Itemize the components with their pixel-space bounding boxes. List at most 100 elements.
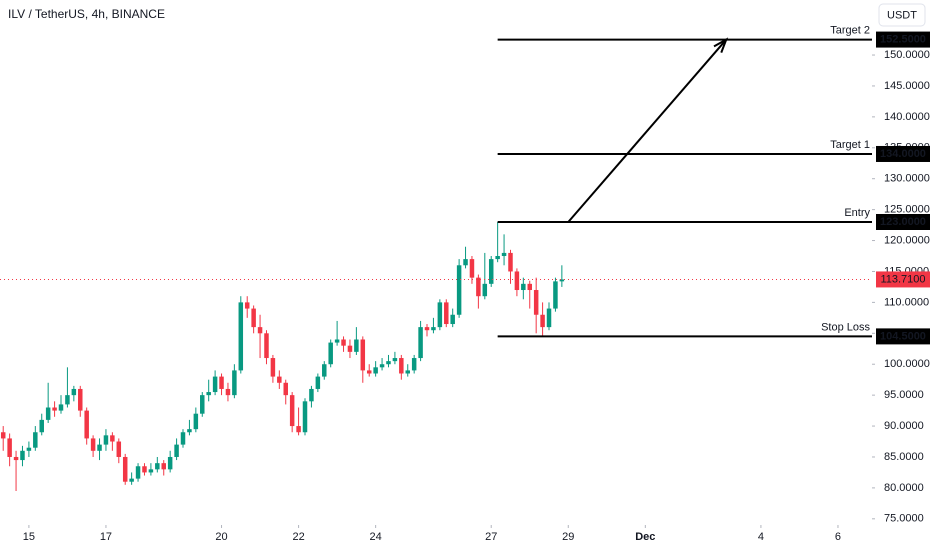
candle-body: [379, 364, 385, 368]
candle-body: [302, 401, 308, 433]
y-tick-label: 120.0000: [884, 234, 930, 246]
level-box: [876, 328, 930, 345]
candle-body: [0, 432, 6, 439]
candle-body: [373, 367, 378, 374]
x-tick-label: 22: [292, 531, 304, 543]
y-tick-label: 100.0000: [884, 358, 930, 370]
candle-body: [392, 358, 398, 362]
x-tick-label: 20: [215, 531, 227, 543]
candle-body: [495, 256, 500, 260]
candle-body: [540, 314, 545, 328]
candle-body: [450, 314, 455, 325]
candle-body: [45, 407, 51, 420]
candle-body: [103, 435, 109, 445]
candle-body: [270, 358, 276, 377]
candle-body: [469, 259, 475, 278]
level-box: [876, 145, 930, 162]
candle-body: [315, 376, 321, 389]
candle-body: [238, 302, 244, 371]
projection-arrow: [567, 38, 727, 223]
candle-body: [264, 333, 269, 359]
chart-title: ILV / TetherUS, 4h, BINANCE: [8, 7, 165, 21]
candle-body: [206, 392, 211, 396]
x-tick-label: 15: [23, 531, 35, 543]
x-tick-label: 27: [485, 531, 497, 543]
y-tick-label: 110.0000: [884, 296, 929, 308]
candle-body: [39, 419, 44, 433]
candle-body: [476, 277, 481, 297]
x-tick-label: Dec: [635, 531, 655, 543]
level-box: [876, 31, 930, 48]
x-tick-label: 29: [562, 531, 574, 543]
y-tick-label: 150.0000: [884, 49, 930, 61]
candle-body: [533, 290, 539, 315]
candle-body: [52, 407, 57, 411]
candle-body: [71, 388, 77, 396]
candle-body: [26, 447, 32, 451]
candle-body: [257, 327, 263, 334]
candle-body: [180, 432, 186, 445]
candle-body: [437, 302, 443, 328]
current-price-label: 113.7100: [880, 273, 925, 285]
y-tick-label: 95.0000: [884, 389, 924, 401]
candle-body: [244, 302, 250, 309]
candle-body: [508, 252, 513, 272]
candle-body: [251, 308, 256, 328]
candle-body: [546, 308, 552, 328]
candle-body: [456, 265, 462, 315]
candle-body: [521, 283, 526, 291]
candle-body: [347, 345, 353, 352]
candle-body: [431, 327, 436, 331]
candle-body: [129, 478, 134, 482]
currency-label[interactable]: USDT: [887, 9, 917, 21]
x-tick-label: 4: [758, 531, 764, 543]
x-tick-label: 17: [100, 531, 112, 543]
level-name: Target 1: [830, 139, 870, 151]
candle-body: [411, 358, 417, 371]
y-tick-label: 80.0000: [884, 482, 924, 494]
level-label: 134.0000: [880, 148, 926, 160]
candle-body: [527, 283, 532, 291]
candle-body: [360, 339, 366, 371]
candle-body: [418, 327, 423, 359]
candle-body: [155, 463, 160, 470]
y-tick-label: 75.0000: [884, 513, 924, 525]
candle-body: [334, 339, 340, 343]
candle-body: [116, 441, 122, 457]
candle-body: [444, 302, 449, 325]
candle-body: [193, 413, 199, 430]
candle-body: [97, 444, 102, 451]
x-tick-label: 24: [370, 531, 382, 543]
candle-body: [424, 327, 430, 331]
candle-body: [482, 283, 488, 297]
level-name: Stop Loss: [821, 321, 870, 333]
candle-body: [296, 426, 301, 433]
candle-body: [386, 361, 391, 365]
y-tick-label: 125.0000: [884, 204, 930, 216]
y-tick-label: 140.0000: [884, 111, 930, 123]
level-name: Target 2: [830, 24, 870, 36]
candle-body: [90, 438, 96, 451]
candle-body: [289, 395, 295, 427]
candle-body: [232, 370, 237, 396]
candle-body: [33, 432, 38, 448]
level-box: [876, 213, 930, 230]
candle-body: [167, 456, 173, 470]
arrow-head: [713, 37, 729, 54]
level-name: Entry: [844, 207, 870, 219]
candle-body: [142, 466, 147, 473]
candle-body: [7, 438, 12, 457]
candle-body: [354, 339, 359, 352]
y-tick-label: 145.0000: [884, 80, 930, 92]
candle-body: [488, 259, 494, 284]
currency-button[interactable]: [878, 3, 926, 27]
candle-body: [122, 456, 128, 482]
candle-body: [328, 342, 333, 365]
candle-body: [219, 376, 224, 389]
candle-body: [553, 281, 558, 309]
x-tick-label: 6: [835, 531, 841, 543]
candle-body: [58, 404, 64, 411]
candle-body: [277, 376, 282, 383]
candle-body: [559, 279, 565, 282]
